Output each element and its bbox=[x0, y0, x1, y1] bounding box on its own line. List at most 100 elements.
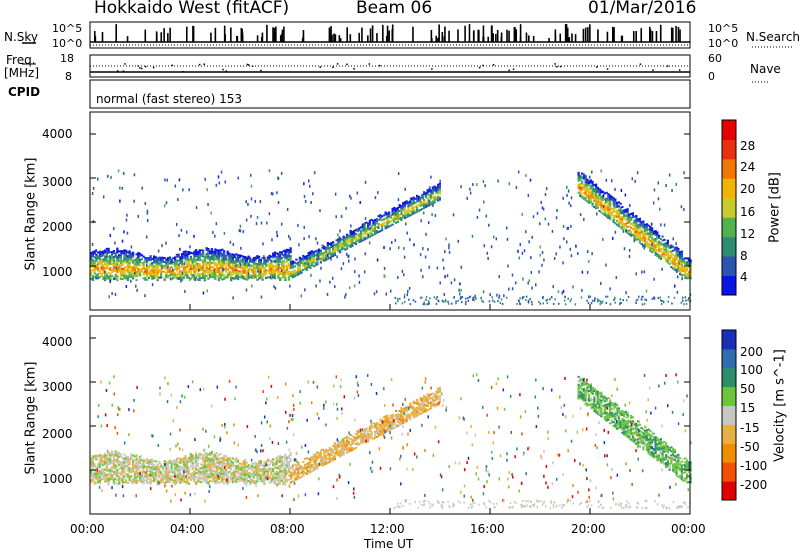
power-panel-cell bbox=[588, 199, 591, 202]
velocity-panel-cell bbox=[258, 472, 261, 475]
power-panel-cell bbox=[332, 253, 335, 256]
velocity-panel-cell bbox=[287, 464, 290, 467]
velocity-panel-cell bbox=[203, 472, 206, 475]
velocity-panel-cell bbox=[174, 459, 177, 462]
power-panel-cell bbox=[598, 200, 601, 203]
power-panel-cell bbox=[95, 253, 98, 256]
velocity-panel-cell bbox=[289, 460, 292, 463]
power-panel-cell bbox=[210, 248, 213, 251]
velocity-panel-cell bbox=[231, 479, 234, 482]
power-panel-cell bbox=[112, 250, 115, 253]
power-panel-cell bbox=[616, 213, 619, 216]
velocity-panel-cell bbox=[379, 426, 382, 429]
nave-dot bbox=[508, 69, 510, 72]
velocity-panel-cell bbox=[132, 458, 135, 461]
velocity-panel-cell bbox=[165, 479, 168, 482]
velocity-panel-cell bbox=[98, 464, 101, 467]
power-panel-cell bbox=[153, 277, 156, 280]
velocity-panel-cell bbox=[158, 462, 161, 465]
velocity-panel-cell bbox=[158, 472, 161, 475]
power-panel-cell bbox=[230, 277, 233, 280]
power-panel-cell bbox=[123, 255, 126, 258]
velocity-panel-cell bbox=[142, 466, 145, 469]
power-panel-cell bbox=[186, 272, 189, 275]
velocity-panel-cell bbox=[189, 472, 192, 475]
power-panel-ground-scatter bbox=[546, 302, 549, 305]
power-panel-cell bbox=[275, 260, 278, 263]
velocity-panel-cell bbox=[195, 468, 198, 471]
velocity-panel-cell bbox=[268, 467, 271, 470]
power-panel-cell bbox=[249, 268, 252, 271]
velocity-panel-cell bbox=[295, 466, 298, 469]
velocity-panel-cell bbox=[189, 464, 192, 467]
power-panel-cell bbox=[247, 277, 250, 280]
power-panel-cell bbox=[417, 209, 420, 212]
velocity-panel-cell bbox=[273, 480, 276, 483]
velocity-panel-cell bbox=[228, 464, 231, 467]
power-panel-cell bbox=[417, 197, 420, 200]
velocity-panel-cell bbox=[139, 479, 142, 482]
velocity-panel-cell bbox=[142, 468, 145, 471]
velocity-panel-cell bbox=[356, 432, 359, 435]
velocity-panel-cell bbox=[132, 464, 135, 467]
power-panel-cell bbox=[182, 250, 185, 253]
power-panel-cell bbox=[181, 259, 184, 262]
power-panel-cell bbox=[589, 181, 592, 184]
power-panel-cell bbox=[109, 262, 112, 265]
power-panel-scatter-point bbox=[350, 196, 352, 200]
velocity-panel-cell bbox=[386, 416, 389, 419]
velocity-panel-cell bbox=[237, 476, 240, 479]
velocity-panel-cell bbox=[167, 465, 170, 468]
power-panel-cell bbox=[135, 267, 138, 270]
velocity-panel-cell bbox=[154, 470, 157, 473]
power-panel-cell bbox=[582, 191, 585, 194]
power-panel-cell bbox=[217, 251, 220, 254]
power-panel-cell bbox=[198, 259, 201, 262]
power-panel-cell bbox=[640, 221, 643, 224]
power-panel-cell bbox=[654, 232, 657, 235]
power-panel-cell bbox=[174, 262, 177, 265]
velocity-panel-cell bbox=[302, 466, 305, 469]
velocity-panel-cell bbox=[154, 466, 157, 469]
power-panel-cell bbox=[240, 276, 243, 279]
velocity-panel-cell bbox=[196, 464, 199, 467]
power-panel-cell bbox=[591, 182, 594, 185]
velocity-panel-cell bbox=[305, 463, 308, 465]
power-panel-cell bbox=[165, 276, 168, 279]
power-panel-cell bbox=[93, 260, 96, 263]
power-panel-cell bbox=[91, 261, 94, 264]
power-panel-cell bbox=[228, 258, 231, 261]
power-panel-cell bbox=[193, 254, 196, 257]
power-panel-scatter-point bbox=[495, 237, 498, 241]
power-panel-cell bbox=[191, 266, 194, 269]
velocity-panel-cell bbox=[149, 460, 152, 463]
power-panel-cell bbox=[97, 263, 100, 266]
velocity-panel-cell bbox=[111, 452, 114, 455]
velocity-panel-cell bbox=[293, 471, 296, 474]
power-cbar-tick-16: 16 bbox=[740, 205, 756, 219]
power-panel-cell bbox=[437, 183, 440, 186]
power-panel-cell bbox=[349, 229, 352, 232]
power-panel-cell bbox=[687, 277, 690, 280]
power-panel-cell bbox=[175, 275, 178, 278]
power-panel-cell bbox=[245, 272, 248, 275]
power-panel-cell bbox=[230, 253, 233, 256]
velocity-panel-cell bbox=[186, 482, 189, 485]
power-panel-cell bbox=[184, 250, 187, 253]
velocity-panel-cell bbox=[370, 422, 373, 425]
velocity-panel-cell bbox=[347, 440, 350, 443]
velocity-panel-cell bbox=[116, 471, 119, 474]
power-panel-cell bbox=[591, 184, 594, 187]
power-panel-cell bbox=[379, 224, 382, 227]
power-panel-cell bbox=[438, 198, 441, 201]
velocity-panel-cell bbox=[342, 443, 345, 446]
velocity-panel-cell bbox=[181, 476, 184, 479]
power-panel-scatter-point bbox=[240, 246, 242, 250]
power-panel-cell bbox=[105, 253, 108, 256]
power-panel-cell bbox=[104, 279, 107, 282]
power-panel-cell bbox=[391, 209, 394, 212]
power-panel-cell bbox=[396, 208, 399, 211]
power-panel-cell bbox=[279, 276, 282, 279]
velocity-panel-cell bbox=[142, 480, 145, 483]
velocity-panel-cell bbox=[130, 457, 133, 460]
